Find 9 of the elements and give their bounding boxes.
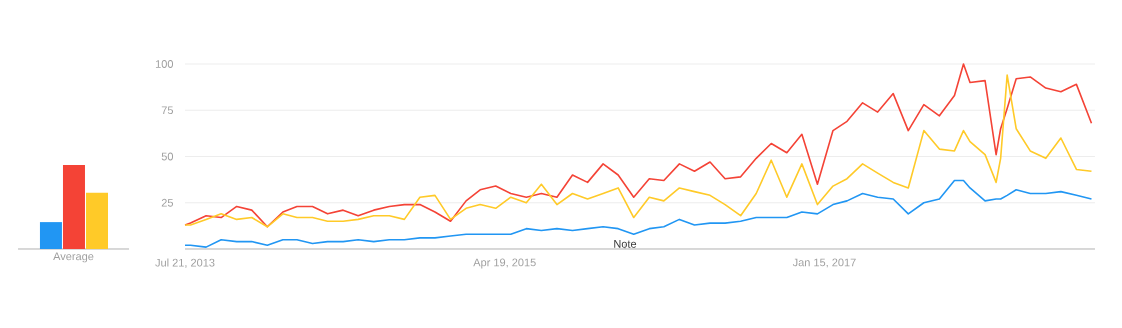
- y-tick-label: 50: [161, 152, 174, 161]
- x-tick-label: Jul 21, 2013: [155, 258, 215, 268]
- x-tick-label: Jan 15, 2017: [792, 258, 856, 268]
- x-tick-label: Apr 19, 2015: [473, 258, 536, 269]
- x-axis-title: Average: [53, 252, 94, 263]
- annotation: Note: [614, 240, 637, 248]
- y-tick-label: 100: [155, 60, 174, 68]
- y-tick-label: 75: [161, 106, 174, 115]
- y-tick-label: 25: [161, 198, 174, 207]
